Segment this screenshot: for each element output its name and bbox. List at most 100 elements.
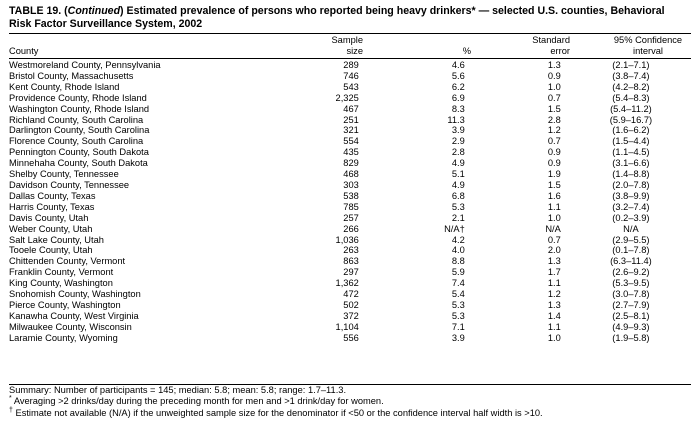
county-cell: Chittenden County, Vermont [9, 256, 126, 267]
title-rest: ) Estimated prevalence of persons who re… [120, 5, 665, 17]
table-row: Bristol County, Massachusetts 746 5.6 0.9 (3… [9, 71, 691, 82]
standard-error-cell: 0.9 [547, 147, 561, 158]
sample-size-cell: 468 [343, 169, 359, 180]
percent-cell: N/A† [444, 223, 465, 234]
header-ci-line1: 95% Confidence [613, 35, 683, 45]
percent-cell: 6.2 [451, 81, 465, 92]
county-cell: Florence County, South Carolina [9, 136, 144, 147]
confidence-interval-cell: (2.7–7.9) [612, 299, 650, 310]
county-cell: Laramie County, Wyoming [9, 332, 118, 343]
table-row: Snohomish County, Washington 472 5.4 1.2 (3.… [9, 289, 691, 300]
standard-error-cell: 1.3 [547, 256, 561, 267]
standard-error-cell: 1.1 [547, 201, 561, 212]
sample-size-cell: 289 [343, 60, 359, 70]
header-sample-size: Sample size [320, 35, 363, 57]
confidence-interval-cell: (1.1–4.5) [612, 147, 650, 158]
sample-size-cell: 467 [343, 103, 359, 114]
standard-error-cell: 1.2 [547, 125, 561, 136]
table-row: Franklin County, Vermont 297 5.9 1.7 (2.6–9.… [9, 267, 691, 278]
table-row: Harris County, Texas 785 5.3 1.1 (3.2–7.4) [9, 202, 691, 213]
footnote-dagger-text: Estimate not available (N/A) if the unwe… [15, 408, 543, 418]
percent-cell: 6.9 [451, 92, 465, 103]
standard-error-cell: 1.3 [547, 60, 561, 70]
header-county: County [9, 46, 39, 56]
standard-error-cell: 1.7 [547, 267, 561, 278]
county-cell: Franklin County, Vermont [9, 267, 114, 278]
confidence-interval-cell: (5.4–8.3) [612, 92, 650, 103]
county-cell: Darlington County, South Carolina [9, 125, 150, 136]
table-row: Darlington County, South Carolina 321 3.9 1… [9, 125, 691, 136]
sample-size-cell: 554 [343, 136, 359, 147]
sample-size-cell: 538 [343, 190, 359, 201]
county-cell: Davidson County, Tennessee [9, 179, 130, 190]
top-rule [9, 33, 691, 34]
header-ci-line2: interval [633, 46, 663, 56]
sample-size-cell: 1,104 [335, 321, 359, 332]
footnote-star: * Averaging >2 drinks/day during the pre… [9, 395, 384, 407]
percent-cell: 5.3 [451, 201, 465, 212]
percent-cell: 7.4 [451, 278, 465, 289]
confidence-interval-cell: (2.9–5.5) [612, 234, 650, 245]
table-row: Richland County, South Carolina 251 11.3 2.… [9, 115, 691, 126]
standard-error-cell: 1.3 [547, 299, 561, 310]
county-cell: Bristol County, Massachusetts [9, 70, 134, 81]
standard-error-cell: 1.0 [547, 332, 561, 343]
standard-error-cell: 0.9 [547, 158, 561, 169]
standard-error-cell: 1.5 [547, 179, 561, 190]
table-row: Milwaukee County, Wisconsin 1,104 7.1 1.1 (4… [9, 322, 691, 333]
county-cell: Kent County, Rhode Island [9, 81, 120, 92]
table-row: Washington County, Rhode Island 467 8.3 1.5… [9, 104, 691, 115]
percent-cell: 3.9 [451, 125, 465, 136]
title-continued: Continued [67, 5, 121, 17]
sample-size-cell: 1,036 [335, 234, 359, 245]
county-cell: Minnehaha County, South Dakota [9, 158, 148, 169]
sample-size-cell: 829 [343, 158, 359, 169]
sample-size-cell: 372 [343, 310, 359, 321]
header-standard-error: Standard error [510, 35, 570, 57]
table-row: Dallas County, Texas 538 6.8 1.6 (3.8–9.9) [9, 191, 691, 202]
confidence-interval-cell: N/A [623, 223, 639, 234]
sample-size-cell: 472 [343, 289, 359, 300]
percent-cell: 4.9 [451, 179, 465, 190]
header-sample-size-line1: Sample [331, 35, 363, 45]
confidence-interval-cell: (3.0–7.8) [612, 289, 650, 300]
table-row: Kent County, Rhode Island 543 6.2 1.0 (4.2–8… [9, 82, 691, 93]
sample-size-cell: 1,362 [335, 278, 359, 289]
table-row: Pierce County, Washington 502 5.3 1.3 (2.7–7… [9, 300, 691, 311]
bottom-rule [9, 384, 691, 385]
table-row: Weber County, Utah 266 N/A† N/A N/A [9, 224, 691, 235]
sample-size-cell: 321 [343, 125, 359, 136]
standard-error-cell: 2.0 [547, 245, 561, 256]
table-row: Laramie County, Wyoming 556 3.9 1.0 (1.9–5.8… [9, 333, 691, 344]
percent-cell: 8.3 [451, 103, 465, 114]
confidence-interval-cell: (6.3–11.4) [610, 256, 652, 267]
table-row: Davis County, Utah 257 2.1 1.0 (0.2–3.9) [9, 213, 691, 224]
standard-error-cell: 0.7 [547, 92, 561, 103]
header-rule [9, 58, 691, 59]
county-cell: Weber County, Utah [9, 223, 93, 234]
percent-cell: 5.1 [451, 169, 465, 180]
percent-cell: 5.3 [451, 310, 465, 321]
table-row: Providence County, Rhode Island 2,325 6.9 0… [9, 93, 691, 104]
footnote-dagger: † Estimate not available (N/A) if the un… [9, 407, 543, 419]
county-cell: Richland County, South Carolina [9, 114, 144, 125]
percent-cell: 7.1 [451, 321, 465, 332]
header-se-line2: error [550, 46, 570, 56]
table-title: TABLE 19. (Continued) Estimated prevalen… [9, 5, 693, 31]
table-body: Westmoreland County, Pennsylvania 289 4.6 1… [9, 60, 691, 344]
footnote-summary: Summary: Number of participants = 145; m… [9, 385, 347, 395]
confidence-interval-cell: (3.8–9.9) [612, 190, 650, 201]
county-cell: Davis County, Utah [9, 212, 89, 223]
table-row: Tooele County, Utah 263 4.0 2.0 (0.1–7.8) [9, 245, 691, 256]
table-row: Davidson County, Tennessee 303 4.9 1.5 (2.0–… [9, 180, 691, 191]
footnote-star-text: Averaging >2 drinks/day during the prece… [13, 396, 384, 406]
percent-cell: 5.4 [451, 289, 465, 300]
county-cell: Kanawha County, West Virginia [9, 310, 139, 321]
title-line2: Risk Factor Surveillance System, 2002 [9, 18, 203, 30]
standard-error-cell: 1.5 [547, 103, 561, 114]
county-cell: Tooele County, Utah [9, 245, 93, 256]
header-percent: % [462, 46, 471, 56]
sample-size-cell: 435 [343, 147, 359, 158]
table-row: Minnehaha County, South Dakota 829 4.9 0.9 (… [9, 158, 691, 169]
sample-size-cell: 263 [343, 245, 359, 256]
